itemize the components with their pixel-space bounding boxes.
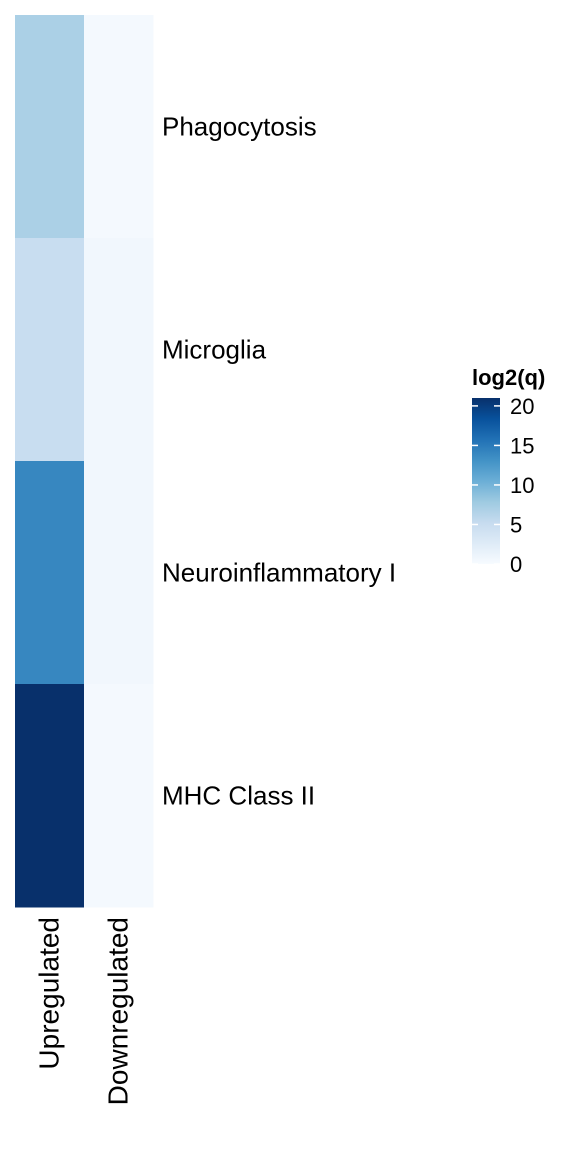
column-labels: Upregulated Downregulated	[34, 917, 134, 1105]
legend-tick-label: 20	[510, 394, 534, 419]
legend-tick-label: 10	[510, 473, 534, 498]
column-label: Upregulated	[34, 917, 65, 1070]
legend-tick-label: 15	[510, 433, 534, 458]
heatmap-cell-2-0	[15, 461, 85, 685]
legend-tick-label: 0	[510, 552, 522, 577]
row-labels: Phagocytosis Microglia Neuroinflammatory I…	[162, 112, 396, 811]
column-label: Downregulated	[103, 917, 134, 1105]
row-label: Neuroinflammatory I	[162, 558, 396, 588]
heatmap-cell-0-1	[84, 15, 154, 239]
heatmap-cell-3-1	[84, 684, 154, 908]
color-legend: log2(q) 0 5 10 15 20	[472, 365, 545, 577]
row-label: MHC Class II	[162, 781, 315, 811]
legend-ticks: 0 5 10 15 20	[472, 394, 534, 577]
heatmap-cell-1-1	[84, 238, 154, 462]
row-label: Microglia	[162, 335, 267, 365]
heatmap-cell-1-0	[15, 238, 85, 462]
legend-color-bar	[472, 398, 500, 564]
heatmap-cells	[15, 15, 154, 908]
heatmap-cell-3-0	[15, 684, 85, 908]
heatmap-cell-2-1	[84, 461, 154, 685]
legend-title: log2(q)	[472, 365, 545, 390]
heatmap-cell-0-0	[15, 15, 85, 239]
legend-tick-label: 5	[510, 512, 522, 537]
row-label: Phagocytosis	[162, 112, 317, 142]
